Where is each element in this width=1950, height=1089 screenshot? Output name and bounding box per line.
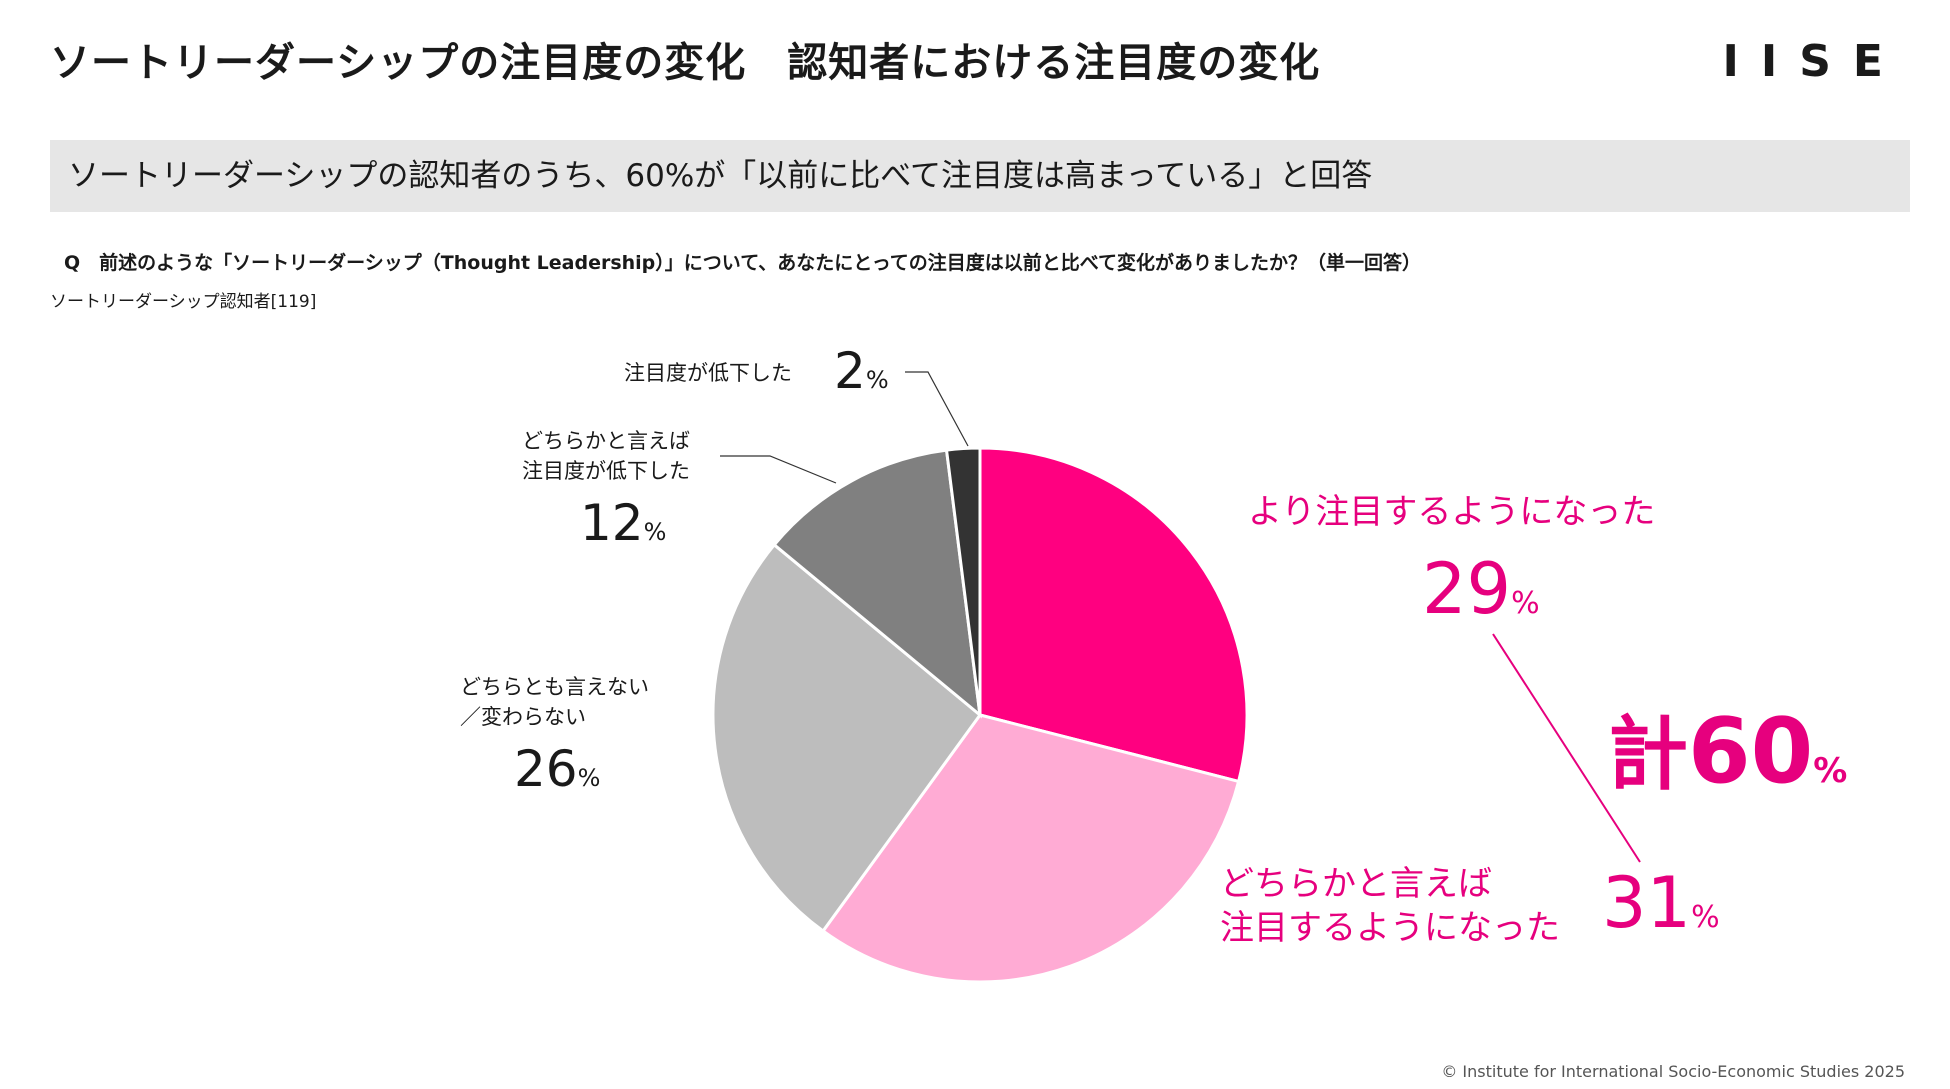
leader-line-decreased xyxy=(905,371,969,447)
leader-line-somewhat-decreased xyxy=(720,455,837,484)
label-line-1: どちらとも言えない xyxy=(460,675,649,699)
slice-no-change xyxy=(711,542,983,934)
slice-label-more-attention: より注目するようになった xyxy=(1248,492,1656,532)
slice-value-somewhat-more: 31% xyxy=(1602,862,1720,944)
value-number: 12 xyxy=(580,494,644,552)
label-line-1: どちらかと言えば xyxy=(522,429,690,453)
percent-unit: % xyxy=(1511,586,1540,621)
percent-unit: % xyxy=(577,764,601,792)
label-line-2: ／変わらない xyxy=(460,705,586,729)
slice-somewhat-more xyxy=(820,713,1241,984)
pie-slices xyxy=(711,446,1249,984)
slice-more-attention xyxy=(978,446,1249,784)
label-line-2: 注目度が低下した xyxy=(522,459,690,483)
slice-value-no-change: 26% xyxy=(514,740,600,798)
slice-label-decreased: 注目度が低下した xyxy=(624,361,792,385)
slice-label-somewhat-more: どちらかと言えば 注目するようになった xyxy=(1220,862,1560,950)
total-prefix: 計 xyxy=(1608,708,1688,801)
percent-unit: % xyxy=(865,366,889,394)
slice-label-no-change: どちらとも言えない ／変わらない xyxy=(460,672,649,732)
slice-value-more-attention: 29% xyxy=(1422,548,1540,630)
label-line-2: 注目するようになった xyxy=(1220,908,1560,948)
leader-line-total xyxy=(1492,633,1641,863)
total-unit: % xyxy=(1813,751,1848,791)
total-label: 計60% xyxy=(1608,690,1847,806)
slice-somewhat-decreased xyxy=(772,448,982,719)
iise-logo: IISE xyxy=(1722,36,1905,87)
base-note: ソートリーダーシップ認知者[119] xyxy=(50,292,317,312)
copyright-footer: © Institute for International Socio-Econ… xyxy=(1441,1062,1905,1081)
percent-unit: % xyxy=(643,518,667,546)
slice-value-decreased: 2% xyxy=(834,342,889,400)
leader-lines xyxy=(720,371,1641,863)
value-number: 26 xyxy=(514,740,578,798)
slice-decreased xyxy=(944,446,982,716)
slice-label-somewhat-decreased: どちらかと言えば 注目度が低下した xyxy=(522,426,690,486)
question-text: Q 前述のような「ソートリーダーシップ（Thought Leadership）」… xyxy=(64,252,1421,274)
value-number: 31 xyxy=(1602,862,1692,944)
total-value: 60 xyxy=(1688,699,1814,804)
percent-unit: % xyxy=(1691,900,1720,935)
page-title: ソートリーダーシップの注目度の変化 認知者における注目度の変化 xyxy=(50,40,1321,86)
summary-banner: ソートリーダーシップの認知者のうち、60%が「以前に比べて注目度は高まっている」… xyxy=(50,140,1910,212)
slice-value-somewhat-decreased: 12% xyxy=(580,494,666,552)
value-number: 29 xyxy=(1422,548,1512,630)
value-number: 2 xyxy=(834,342,866,400)
label-line-1: どちらかと言えば xyxy=(1220,864,1492,904)
